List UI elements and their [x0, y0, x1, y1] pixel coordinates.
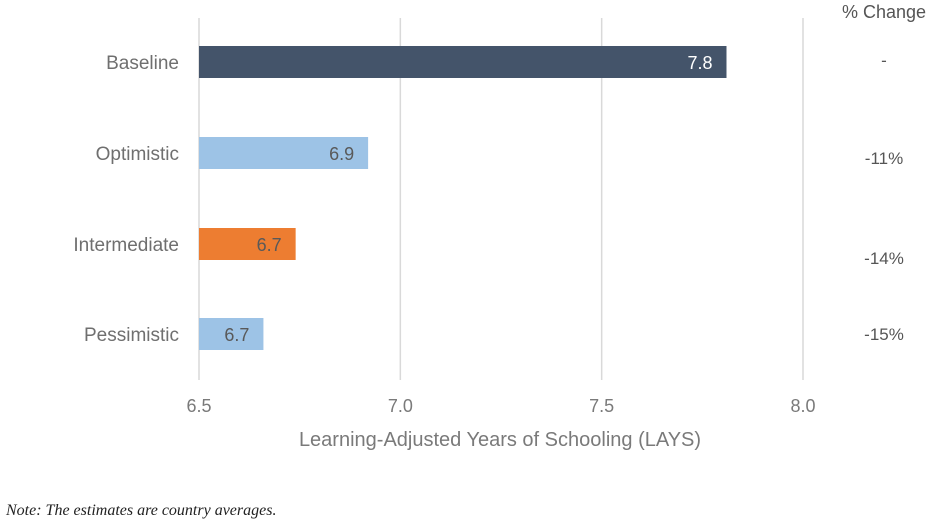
- x-tick-label: 7.0: [388, 396, 413, 416]
- x-tick-label: 6.5: [186, 396, 211, 416]
- percent-change-label: -: [881, 51, 887, 70]
- bars: [199, 46, 727, 350]
- percent-change-label: -14%: [864, 249, 904, 268]
- x-tick-label: 7.5: [589, 396, 614, 416]
- bar-optimistic: [199, 137, 369, 169]
- bar-intermediate: [199, 228, 296, 260]
- category-label: Pessimistic: [84, 325, 179, 346]
- bar-pessimistic: [199, 318, 264, 350]
- bar-baseline: [199, 46, 727, 78]
- percent-change-label: -11%: [865, 149, 903, 168]
- labels: 6.5 7.0 7.5 8.0 Baseline 7.8 - Optimistic 6.9 -11…: [73, 51, 903, 416]
- category-label: Intermediate: [73, 235, 179, 256]
- chart-note: Note: The estimates are country averages…: [6, 502, 277, 519]
- percent-change-label: -15%: [864, 325, 904, 344]
- data-label: 7.8: [687, 53, 712, 73]
- category-label: Baseline: [106, 53, 179, 74]
- data-label: 6.9: [329, 144, 354, 164]
- x-axis-title: Learning-Adjusted Years of Schooling (LA…: [299, 429, 701, 451]
- data-label: 6.7: [257, 235, 282, 255]
- data-label: 6.7: [224, 325, 249, 345]
- category-label: Optimistic: [96, 144, 179, 165]
- change-column-header: % Change: [842, 2, 926, 22]
- x-tick-label: 8.0: [790, 396, 815, 416]
